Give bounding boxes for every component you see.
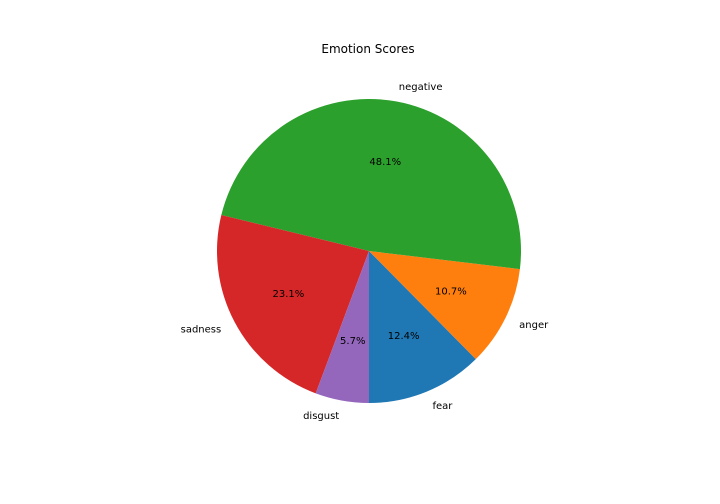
pct-label-sadness: 23.1% [273, 289, 305, 300]
slice-label-negative: negative [399, 82, 443, 93]
pie-labels: fear 12.4% anger 10.7% negative 48.1% sadness 2… [181, 82, 549, 422]
slice-label-sadness: sadness [181, 325, 222, 336]
pie-slice-sadness [216, 215, 369, 394]
pie-slice-anger [369, 251, 520, 360]
slice-label-disgust: disgust [303, 411, 339, 422]
pct-label-anger: 10.7% [435, 287, 467, 298]
pct-label-fear: 12.4% [388, 331, 420, 342]
slice-label-anger: anger [519, 320, 549, 331]
pie-slices [216, 98, 522, 404]
pct-label-disgust: 5.7% [340, 336, 365, 347]
pie-slice-disgust [315, 251, 369, 404]
chart-title: Emotion Scores [321, 42, 414, 56]
slice-label-fear: fear [433, 401, 454, 412]
pie-slice-fear [369, 251, 476, 403]
pie-slice-negative [221, 98, 522, 270]
pct-label-negative: 48.1% [369, 157, 401, 168]
